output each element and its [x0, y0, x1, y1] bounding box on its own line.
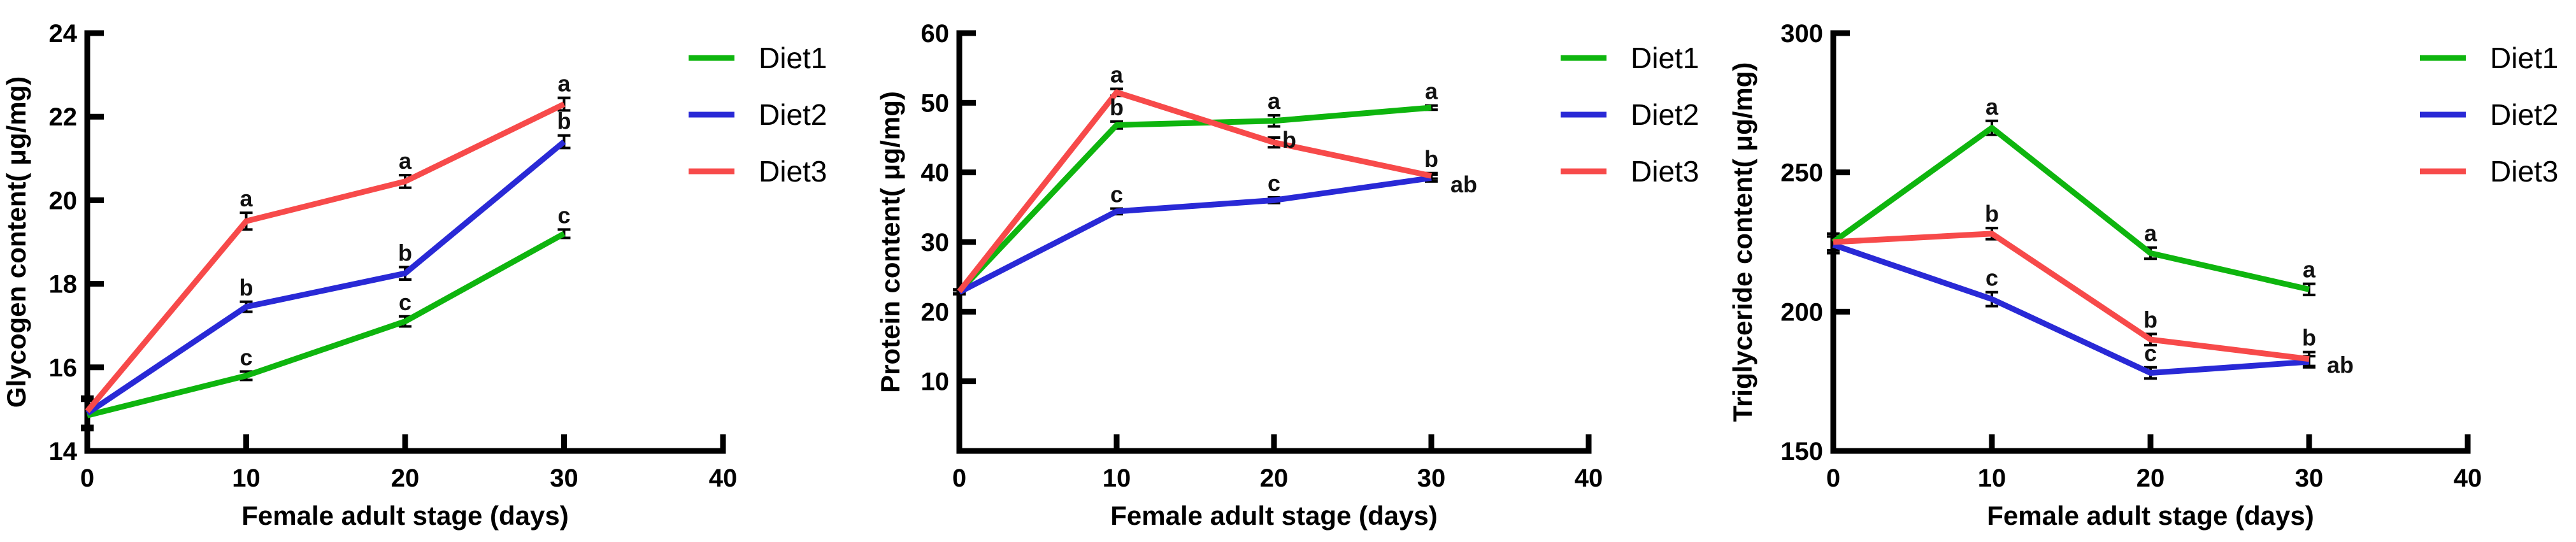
sig-letter: a: [1986, 94, 1999, 120]
x-tick-label: 20: [1260, 464, 1289, 492]
x-tick-label: 40: [709, 464, 738, 492]
legend-label-Diet1: Diet1: [2490, 41, 2558, 75]
x-tick-label: 0: [1826, 464, 1840, 492]
x-tick-label: 0: [952, 464, 966, 492]
sig-letter: a: [2303, 257, 2316, 283]
series-line-Diet2: [957, 175, 1432, 295]
y-tick-label: 300: [1780, 20, 1823, 48]
x-axis-title: Female adult stage (days): [1987, 501, 2314, 531]
y-tick-label: 30: [921, 229, 950, 257]
y-tick-label: 150: [1780, 438, 1823, 466]
sig-letter: b: [557, 108, 571, 134]
x-tick-label: 20: [391, 464, 420, 492]
x-tick-label: 30: [2295, 464, 2324, 492]
y-tick-label: 24: [49, 20, 78, 48]
sig-letter: a: [240, 185, 253, 211]
legend-label-Diet3: Diet3: [1631, 155, 1699, 188]
legend-label-Diet2: Diet2: [2490, 98, 2558, 131]
sig-letter: a: [2144, 220, 2157, 246]
x-axis-title: Female adult stage (days): [1110, 501, 1438, 531]
sig-letter: c: [399, 289, 411, 315]
y-tick-label: 60: [921, 20, 950, 48]
y-tick-label: 250: [1780, 159, 1823, 187]
sig-letter: b: [1110, 94, 1124, 120]
sig-letter: c: [1268, 170, 1280, 196]
sig-letter: c: [240, 344, 252, 370]
legend-label-Diet2: Diet2: [1631, 98, 1699, 131]
y-tick-label: 200: [1780, 298, 1823, 326]
legend-label-Diet1: Diet1: [1631, 41, 1699, 75]
sig-letter: b: [240, 275, 254, 301]
legend-label-Diet2: Diet2: [759, 98, 827, 131]
legend-label-Diet3: Diet3: [759, 155, 827, 188]
y-tick-label: 18: [49, 271, 78, 299]
x-axis-title: Female adult stage (days): [241, 501, 569, 531]
sig-letter: b: [1985, 201, 1999, 227]
legend-label-Diet1: Diet1: [759, 41, 827, 75]
sig-letter: a: [1268, 88, 1281, 114]
x-tick-label: 40: [2454, 464, 2482, 492]
y-tick-label: 20: [921, 298, 950, 326]
sig-letter: c: [1986, 265, 1998, 291]
series-line-Diet2: [1832, 242, 2310, 376]
y-tick-label: 10: [921, 368, 950, 396]
y-axis-title: Protein content( μg/mg): [875, 91, 905, 393]
triglyceride-chart: 150 200 250 300 0 10 20 30 40 Female adult stage …: [1728, 20, 2558, 531]
y-tick-label: 16: [49, 354, 78, 382]
series-line-Diet1: [1831, 125, 2310, 292]
y-tick-label: 40: [921, 159, 950, 187]
sig-letter: b: [2302, 325, 2316, 351]
sig-letter: a: [1110, 61, 1124, 87]
sig-letter: b: [2143, 306, 2157, 332]
x-tick-label: 0: [80, 464, 94, 492]
series-line-Diet3: [957, 89, 1432, 294]
sig-letter: ab: [2327, 352, 2354, 378]
series-line-Diet3: [85, 101, 566, 413]
sig-letter: b: [1282, 127, 1296, 153]
x-tick-label: 40: [1575, 464, 1603, 492]
series-line-Diet1: [957, 104, 1432, 294]
glycogen-chart: 14 16 18 20 22 24 0 10 20 30 40 Female adult stage …: [1, 20, 827, 531]
sig-letter: c: [2144, 340, 2157, 366]
y-axis-title: Triglyceride content( μg/mg): [1728, 62, 1757, 422]
sig-letter: b: [398, 239, 412, 266]
y-axis-title: Glycogen content( μg/mg): [1, 76, 31, 408]
sig-letter: b: [1424, 146, 1438, 172]
sig-letter: ab: [1450, 171, 1477, 197]
x-tick-label: 30: [550, 464, 578, 492]
protein-chart: 10 20 30 40 50 60 0 10 20 30 40 Female adult stage …: [875, 20, 1699, 531]
y-tick-label: 14: [49, 438, 78, 466]
y-tick-label: 50: [921, 89, 950, 117]
x-tick-label: 10: [232, 464, 261, 492]
sig-letter: a: [557, 71, 571, 97]
x-tick-label: 10: [1978, 464, 2007, 492]
sig-letter: a: [399, 148, 412, 174]
series-line-Diet2: [85, 139, 566, 416]
sig-letter: c: [1110, 182, 1123, 208]
series-line-Diet3: [1833, 231, 2310, 362]
x-tick-label: 10: [1103, 464, 1131, 492]
sig-letter: a: [1425, 78, 1438, 104]
x-tick-label: 30: [1417, 464, 1446, 492]
y-tick-label: 20: [49, 187, 78, 215]
x-tick-label: 20: [2136, 464, 2165, 492]
series-line-Diet1: [86, 231, 566, 418]
sig-letter: c: [557, 202, 570, 228]
y-tick-label: 22: [49, 103, 78, 131]
legend-label-Diet3: Diet3: [2490, 155, 2558, 188]
